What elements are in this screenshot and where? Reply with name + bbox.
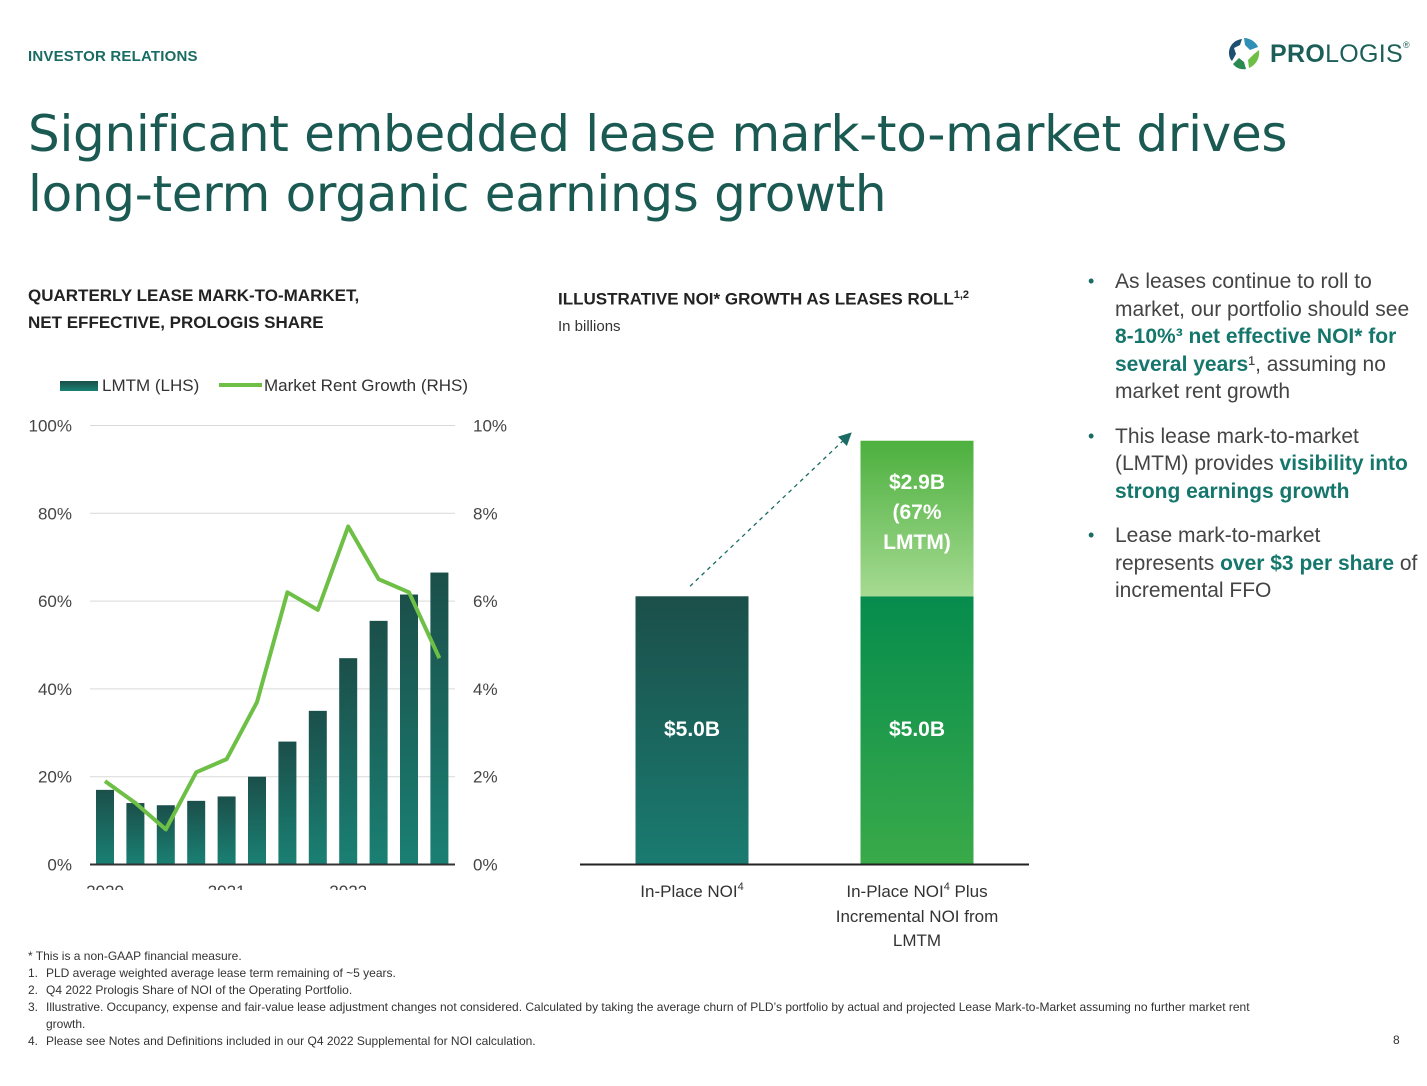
lmtm-bar bbox=[187, 800, 206, 865]
page-number: 8 bbox=[1393, 1033, 1400, 1047]
lmtm-bar bbox=[126, 803, 145, 865]
footnote-item: 3. Illustrative. Occupancy, expense and f… bbox=[28, 1000, 1250, 1031]
bullet-item: • This lease mark-to-market (LMTM) provid… bbox=[1088, 424, 1408, 503]
lmtm-bar bbox=[369, 620, 388, 865]
right-axis-tick: 4% bbox=[473, 680, 498, 699]
logo-wordmark: PROLOGIS® bbox=[1270, 40, 1410, 68]
footnote-nongaap: * This is a non-GAAP financial measure. bbox=[28, 949, 242, 963]
globe-logo-icon bbox=[1229, 38, 1260, 70]
left-axis-tick: 100% bbox=[29, 417, 72, 436]
right-axis-tick: 2% bbox=[473, 768, 498, 787]
noi-incremental-bar bbox=[860, 440, 974, 597]
section-label: INVESTOR RELATIONS bbox=[28, 48, 198, 65]
left-axis-tick: 20% bbox=[38, 768, 72, 787]
lmtm-bar bbox=[96, 789, 114, 865]
left-axis-tick: 80% bbox=[38, 504, 72, 523]
x-axis-labels: 2020 2021 2022 bbox=[86, 882, 367, 890]
bar2-top-value-label-2: (67% bbox=[892, 501, 941, 524]
lmtm-bars bbox=[96, 572, 449, 865]
lmtm-bar bbox=[308, 710, 327, 865]
bar2-top-value-label-3: LMTM) bbox=[883, 531, 951, 554]
right-axis-tick: 6% bbox=[473, 592, 498, 611]
noi-base-bar bbox=[635, 596, 749, 865]
category-label-2-line2: Incremental NOI from bbox=[836, 907, 999, 926]
legend-bar-swatch bbox=[60, 381, 98, 391]
category-label-2-line1: In-Place NOI4 Plus bbox=[846, 881, 987, 901]
right-chart-heading: ILLUSTRATIVE NOI* GROWTH AS LEASES ROLL1… bbox=[558, 289, 970, 309]
market-rent-growth-line bbox=[103, 524, 442, 832]
axis-ticks: 100% 10% 80% 8% 60% 6% 40% 4% 20% 2% 0% 0% bbox=[29, 417, 508, 875]
noi-base-bar bbox=[860, 596, 974, 865]
bullet-item: • Lease mark-to-market represents over $3… bbox=[1088, 524, 1418, 602]
bar1-value-label: $5.0B bbox=[664, 718, 720, 741]
noi-bars bbox=[635, 440, 974, 865]
category-label-2-line3: LMTM bbox=[893, 931, 941, 950]
key-points-list: • As leases continue to roll to market, o… bbox=[1088, 268, 1418, 622]
bullet-dot-icon: • bbox=[1088, 425, 1095, 446]
lmtm-bar bbox=[400, 594, 418, 865]
noi-growth-chart: $5.0B $5.0B $2.9B (67% LMTM) In-Place NO… bbox=[580, 432, 1029, 950]
footnotes: * This is a non-GAAP financial measure. … bbox=[28, 948, 1268, 1050]
lmtm-bar bbox=[248, 776, 266, 865]
lmtm-bar bbox=[430, 572, 449, 865]
left-chart-heading-line1: QUARTERLY LEASE MARK-TO-MARKET, bbox=[28, 286, 360, 305]
x-axis-label: 2020 bbox=[86, 882, 124, 890]
lmtm-bar bbox=[278, 741, 297, 865]
bullet-dot-icon: • bbox=[1088, 525, 1095, 545]
left-axis-tick: 60% bbox=[38, 592, 72, 611]
lmtm-combo-chart: LMTM (LHS) Market Rent Growth (RHS) 100%… bbox=[29, 376, 508, 890]
left-chart-heading: QUARTERLY LEASE MARK-TO-MARKET, NET EFFE… bbox=[28, 282, 359, 336]
right-axis-tick: 8% bbox=[473, 504, 498, 523]
growth-arrow bbox=[689, 432, 852, 587]
prologis-logo: PROLOGIS® bbox=[1226, 36, 1416, 72]
x-axis-label: 2021 bbox=[208, 882, 246, 890]
bullet-item: • As leases continue to roll to market, o… bbox=[1088, 270, 1410, 403]
bar2-bottom-value-label: $5.0B bbox=[889, 718, 945, 741]
bullet-dot-icon: • bbox=[1088, 271, 1095, 291]
legend-line-label: Market Rent Growth (RHS) bbox=[264, 376, 468, 395]
category-label-1: In-Place NOI4 bbox=[640, 881, 743, 901]
footnote-item: 1. PLD average weighted average lease ter… bbox=[28, 966, 396, 980]
right-axis-tick: 10% bbox=[473, 417, 507, 436]
lmtm-bar bbox=[217, 796, 236, 865]
footnote-item: 4. Please see Notes and Definitions inclu… bbox=[28, 1034, 536, 1048]
left-axis-tick: 40% bbox=[38, 680, 72, 699]
footnote-item: 2. Q4 2022 Prologis Share of NOI of the O… bbox=[28, 983, 353, 997]
left-chart-heading-line2: NET EFFECTIVE, PROLOGIS SHARE bbox=[28, 313, 324, 332]
legend-bar-label: LMTM (LHS) bbox=[102, 376, 199, 395]
x-axis-label: 2022 bbox=[329, 882, 367, 890]
gridlines bbox=[90, 425, 455, 778]
page-title: Significant embedded lease mark-to-marke… bbox=[28, 105, 1288, 223]
bar2-top-value-label-1: $2.9B bbox=[889, 471, 945, 494]
right-chart-subtitle: In billions bbox=[558, 318, 621, 335]
left-axis-tick: 0% bbox=[47, 856, 72, 875]
right-axis-tick: 0% bbox=[473, 856, 498, 875]
lmtm-bar bbox=[339, 658, 358, 865]
